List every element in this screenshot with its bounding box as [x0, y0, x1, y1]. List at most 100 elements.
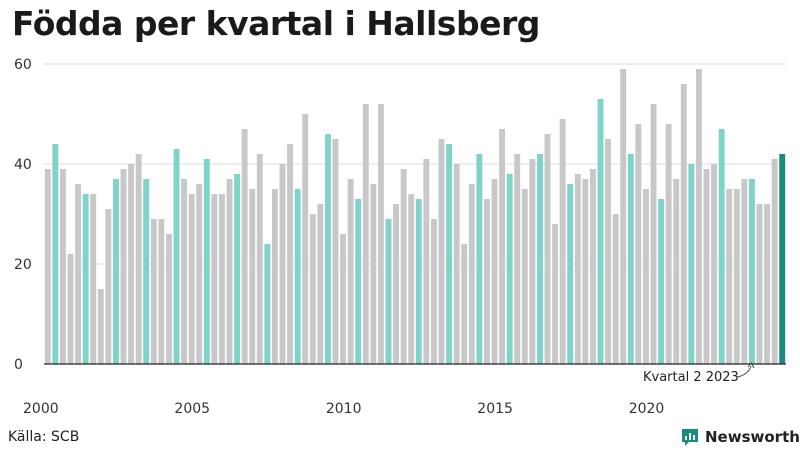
- bar: [476, 154, 483, 364]
- bar: [741, 179, 748, 364]
- annotation: Kvartal 2 2023: [643, 362, 755, 385]
- bar: [574, 174, 581, 364]
- bar: [90, 194, 97, 364]
- bar: [423, 159, 430, 364]
- bar: [438, 139, 445, 364]
- latest-quarter-annotation: Kvartal 2 2023: [643, 370, 739, 385]
- source-label: Källa: SCB: [8, 429, 80, 445]
- bar: [552, 224, 559, 364]
- bar: [279, 164, 286, 364]
- bar: [483, 199, 490, 364]
- bar: [158, 219, 165, 364]
- bar: [536, 154, 543, 364]
- bar: [673, 179, 680, 364]
- bar: [393, 204, 400, 364]
- bar: [733, 189, 740, 364]
- y-tick-label: 40: [14, 157, 32, 173]
- bar: [264, 244, 271, 364]
- bar: [408, 194, 415, 364]
- bar: [150, 219, 157, 364]
- bar: [680, 84, 687, 364]
- chart-title: Födda per kvartal i Hallsberg: [12, 4, 540, 43]
- bar: [703, 169, 710, 364]
- bar: [605, 139, 612, 364]
- bar: [128, 164, 135, 364]
- bar: [635, 124, 642, 364]
- bar: [324, 134, 331, 364]
- bar: [499, 129, 506, 364]
- bar: [748, 179, 755, 364]
- bar: [642, 189, 649, 364]
- bar: [211, 194, 218, 364]
- bar: [491, 179, 498, 364]
- bar: [234, 174, 241, 364]
- bar: [665, 124, 672, 364]
- bar: [44, 169, 51, 364]
- bar: [59, 169, 66, 364]
- bar: [188, 194, 195, 364]
- bar: [506, 174, 513, 364]
- x-tick-label: 2015: [477, 401, 513, 417]
- y-tick-label: 20: [14, 257, 32, 273]
- bar: [309, 214, 316, 364]
- bar: [764, 204, 771, 364]
- brand-name: Newsworthy: [705, 428, 800, 446]
- bar: [332, 139, 339, 364]
- bar: [430, 219, 437, 364]
- bar: [688, 164, 695, 364]
- x-tick-label: 2020: [629, 401, 665, 417]
- bar: [362, 104, 369, 364]
- bar: [529, 159, 536, 364]
- x-tick-label: 2000: [23, 401, 59, 417]
- bar: [589, 169, 596, 364]
- bar: [287, 144, 294, 364]
- bar: [271, 189, 278, 364]
- bar: [241, 129, 248, 364]
- bar: [347, 179, 354, 364]
- bar: [521, 189, 528, 364]
- bar: [627, 154, 634, 364]
- bar: [355, 199, 362, 364]
- bar: [597, 99, 604, 364]
- bar: [218, 194, 225, 364]
- y-tick-label: 60: [14, 57, 32, 73]
- bar: [544, 134, 551, 364]
- bars: [44, 69, 786, 364]
- bar: [75, 184, 82, 364]
- bar: [52, 144, 59, 364]
- axes: 2000 2005 2010 2015 2020: [23, 363, 786, 417]
- bar: [453, 164, 460, 364]
- bar: [181, 179, 188, 364]
- bar: [82, 194, 89, 364]
- bar: [446, 144, 453, 364]
- x-tick-label: 2010: [326, 401, 362, 417]
- brand-logo: Newsworthy: [680, 427, 800, 447]
- bar: [756, 204, 763, 364]
- annotation-arrowhead: [747, 362, 755, 369]
- bar: [165, 234, 172, 364]
- bar: [294, 189, 301, 364]
- bar: [718, 129, 725, 364]
- bar: [726, 189, 733, 364]
- bar: [779, 154, 786, 364]
- bar: [112, 179, 119, 364]
- bar: [317, 204, 324, 364]
- bar: [695, 69, 702, 364]
- bar: [173, 149, 180, 364]
- bar: [771, 159, 778, 364]
- bar-chart-logo-icon: [682, 429, 698, 446]
- bar: [400, 169, 407, 364]
- bar: [415, 199, 422, 364]
- bar: [135, 154, 142, 364]
- bar: [226, 179, 233, 364]
- bar: [468, 184, 475, 364]
- bar: [302, 114, 309, 364]
- bar: [461, 244, 468, 364]
- y-tick-label: 0: [14, 357, 23, 373]
- bar: [370, 184, 377, 364]
- bar: [203, 159, 210, 364]
- bar: [256, 154, 263, 364]
- bar: [97, 289, 104, 364]
- bar: [658, 199, 665, 364]
